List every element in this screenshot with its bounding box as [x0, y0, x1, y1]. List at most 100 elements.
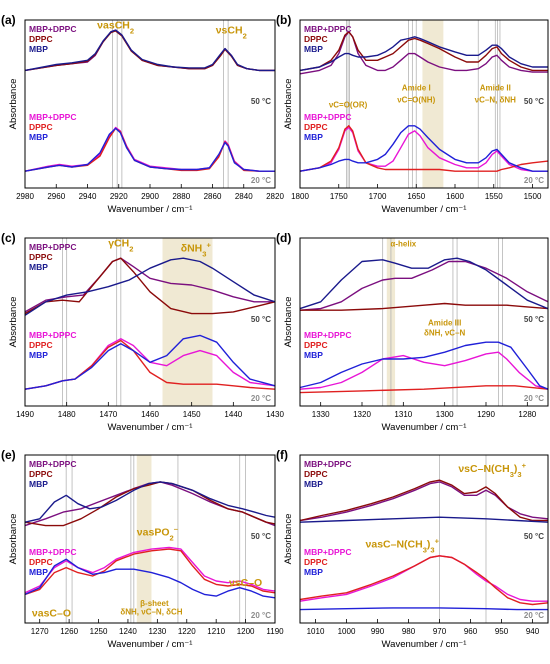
x-tick-label: 2960: [47, 192, 65, 201]
legend-bottom-entry: MBP+DPPC: [304, 112, 351, 122]
annotation-label: νsC–O: [229, 577, 262, 589]
x-tick-label: 1430: [266, 410, 284, 419]
panel-b: 1800 1750 1700 1650 1600 1550 1500 Wavenumber /…: [276, 13, 549, 215]
panel-a: 2980 2960 2940 2920 2900 2880 2860 2840 2820 Wave…: [1, 13, 284, 215]
annotation-label: νC–N, δNH: [475, 95, 517, 104]
x-axis-label: Wavenumber / cm⁻¹: [382, 639, 467, 650]
x-tick-label: 1010: [307, 627, 325, 636]
plot-frame: [299, 19, 549, 189]
y-axis-label: Absorbance: [283, 297, 294, 348]
x-tick-label: 940: [526, 627, 540, 636]
annotation-label: δNH, νC–N, δCH: [120, 608, 182, 617]
x-tick-label: 2900: [141, 192, 159, 201]
series-line-50-dppc: [299, 31, 548, 72]
y-axis-label: Absorbance: [283, 514, 294, 565]
panel-e: 1270 1260 1250 1240 1230 1220 1210 1200 1190 Wave…: [1, 448, 284, 650]
temperature-label-50: 50 °C: [251, 315, 271, 324]
annotation-label: νasC–N(CH3)3+: [366, 536, 440, 554]
legend-top-entry: MBP+DPPC: [29, 242, 76, 252]
legend-bottom-entry: DPPC: [29, 122, 53, 132]
annotation-label: νC=O(OR): [329, 100, 368, 109]
series-line-50-mbp: [299, 516, 549, 523]
temperature-label-20: 20 °C: [251, 394, 271, 403]
x-tick-label: 1320: [353, 410, 371, 419]
series-line-20-mbp: [24, 334, 276, 390]
x-tick-label: 1440: [224, 410, 242, 419]
x-tick-label: 2820: [266, 192, 284, 201]
x-tick-label: 1280: [518, 410, 536, 419]
legend-bottom-entry: DPPC: [304, 557, 328, 567]
legend-top-entry: MBP+DPPC: [29, 24, 76, 34]
legend-bottom-entry: MBP+DPPC: [304, 330, 351, 340]
panel-letter: (d): [276, 231, 291, 245]
legend-bottom-entry: DPPC: [304, 340, 328, 350]
series-line-50-mbp: [24, 29, 275, 72]
plot-frame: [24, 454, 276, 624]
series-line-20-mbp: [24, 558, 276, 599]
legend-bottom-entry: MBP: [29, 350, 48, 360]
x-tick-label: 1750: [330, 192, 348, 201]
temperature-label-50: 50 °C: [524, 97, 544, 106]
series-line-50-mbp-dppc: [24, 257, 275, 313]
legend-bottom-entry: MBP+DPPC: [29, 112, 76, 122]
x-tick-label: 1700: [369, 192, 387, 201]
x-tick-label: 1460: [141, 410, 159, 419]
x-tick-label: 970: [433, 627, 447, 636]
legend-top-entry: MBP: [29, 262, 48, 272]
legend-bottom-entry: MBP: [29, 132, 48, 142]
annotation-label: β-sheet: [140, 599, 169, 608]
x-tick-label: 1470: [99, 410, 117, 419]
shade-band: [136, 455, 152, 623]
panel-f: 1010 1000 990 980 970 960 950 940 Wavenumber / c…: [276, 448, 549, 650]
x-tick-label: 2840: [235, 192, 253, 201]
x-tick-label: 1600: [446, 192, 464, 201]
legend-top-entry: MBP+DPPC: [29, 459, 76, 469]
x-tick-label: 1330: [312, 410, 330, 419]
x-tick-label: 960: [464, 627, 478, 636]
legend-bottom-entry: MBP: [304, 350, 323, 360]
legend-bottom-entry: MBP: [29, 567, 48, 577]
panel-c: 1490 1480 1470 1460 1450 1440 1430 Wavenumber /…: [1, 231, 284, 433]
series-line-20-mbp: [24, 127, 275, 172]
series-line-50-mbp: [299, 36, 548, 72]
legend-top-entry: MBP: [304, 479, 323, 489]
x-tick-label: 1310: [394, 410, 412, 419]
x-tick-label: 1000: [338, 627, 356, 636]
series-line-20-dppc: [299, 385, 549, 394]
x-tick-label: 1260: [60, 627, 78, 636]
shade-band: [162, 238, 213, 406]
legend-bottom-entry: MBP+DPPC: [304, 547, 351, 557]
panel-letter: (c): [1, 231, 16, 245]
x-tick-label: 2980: [16, 192, 34, 201]
plot-frame: [299, 454, 549, 624]
x-tick-label: 950: [495, 627, 509, 636]
y-axis-label: Absorbance: [8, 79, 19, 130]
annotation-label: Amide I: [402, 84, 431, 93]
series-line-20-dppc: [299, 555, 549, 606]
x-tick-label: 1220: [178, 627, 196, 636]
x-tick-label: 1210: [207, 627, 225, 636]
x-tick-label: 1800: [291, 192, 309, 201]
y-axis-label: Absorbance: [8, 514, 19, 565]
legend-top-entry: MBP: [29, 44, 48, 54]
series-line-20-mbp: [299, 125, 548, 172]
legend-top-entry: MBP+DPPC: [304, 459, 351, 469]
series-line-20-mbp: [299, 607, 548, 611]
temperature-label-20: 20 °C: [524, 394, 544, 403]
annotation-label: νsC–N(CH3)3+: [458, 460, 526, 478]
legend-bottom-entry: MBP+DPPC: [29, 547, 76, 557]
legend-top-entry: DPPC: [29, 34, 53, 44]
series-line-50-dppc: [300, 302, 549, 311]
x-tick-label: 980: [402, 627, 416, 636]
legend-bottom-entry: DPPC: [304, 122, 328, 132]
x-tick-label: 1490: [16, 410, 34, 419]
temperature-label-50: 50 °C: [524, 532, 544, 541]
x-tick-label: 1230: [148, 627, 166, 636]
panel-letter: (a): [1, 13, 16, 27]
x-tick-label: 1480: [58, 410, 76, 419]
annotation-label: νsCH2: [216, 24, 247, 40]
y-axis-label: Absorbance: [283, 79, 294, 130]
x-axis-label: Wavenumber / cm⁻¹: [108, 422, 193, 433]
panel-letter: (b): [276, 13, 291, 27]
x-tick-label: 1650: [407, 192, 425, 201]
